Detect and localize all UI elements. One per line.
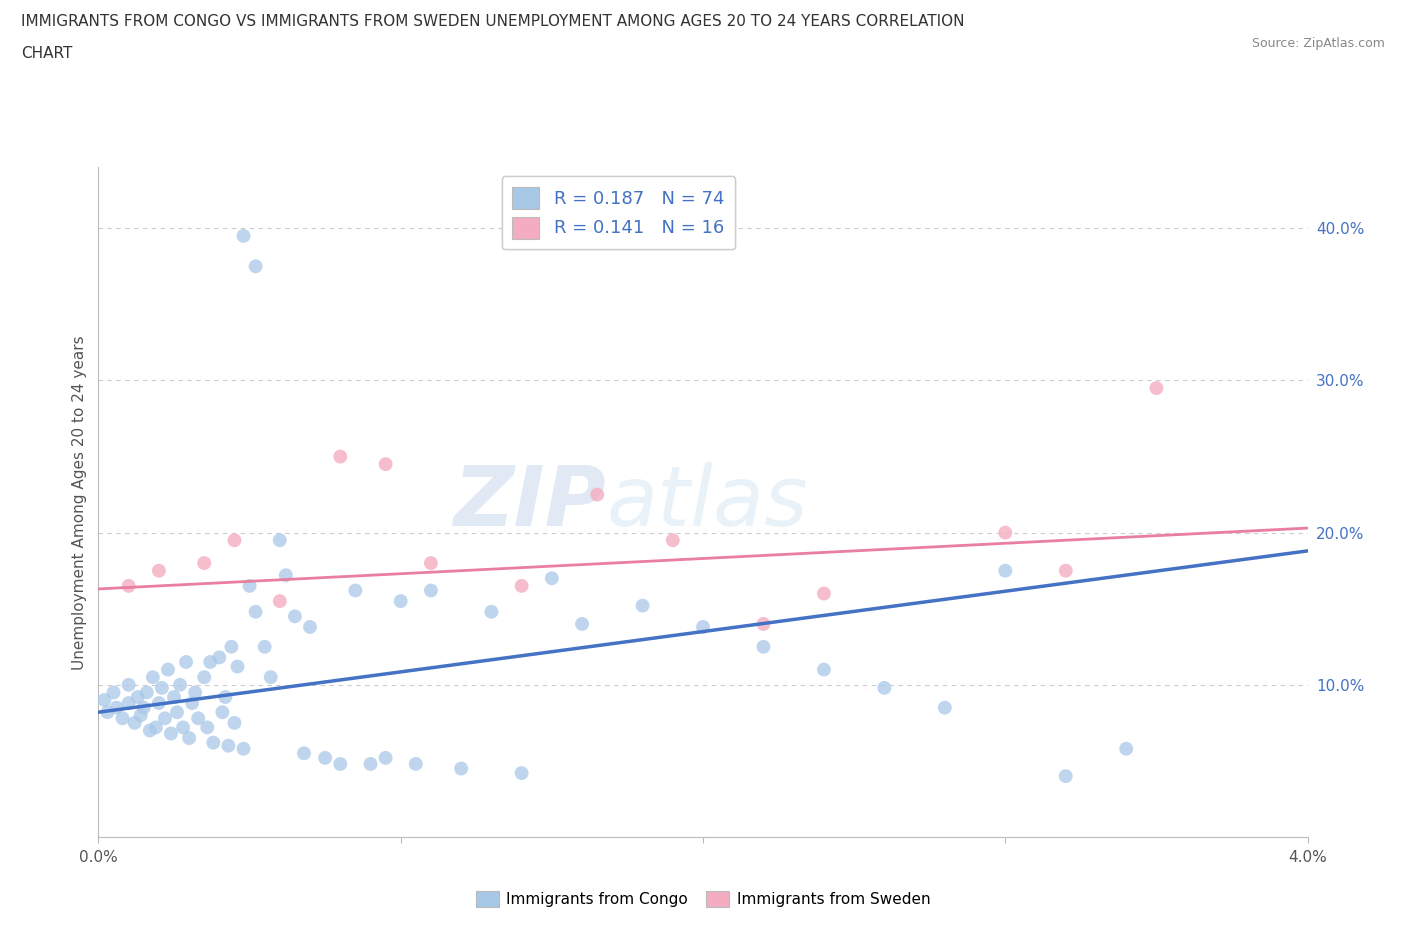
Point	[314, 751, 336, 765]
Point	[202, 736, 225, 751]
Legend: R = 0.187   N = 74, R = 0.141   N = 16: R = 0.187 N = 74, R = 0.141 N = 16	[502, 177, 735, 249]
Y-axis label: Unemployment Among Ages 20 to 24 years: Unemployment Among Ages 20 to 24 years	[72, 335, 87, 670]
Point	[172, 720, 194, 735]
Point	[163, 689, 186, 704]
Point	[103, 685, 125, 700]
Point	[405, 756, 427, 771]
Point	[1146, 380, 1168, 395]
Point	[450, 761, 472, 776]
Text: CHART: CHART	[21, 46, 73, 61]
Point	[139, 723, 162, 737]
Point	[93, 693, 115, 708]
Point	[200, 655, 222, 670]
Point	[344, 583, 367, 598]
Point	[260, 670, 283, 684]
Point	[148, 696, 170, 711]
Point	[239, 578, 262, 593]
Point	[111, 711, 134, 725]
Point	[374, 457, 396, 472]
Point	[221, 639, 243, 654]
Point	[934, 700, 956, 715]
Point	[142, 670, 165, 684]
Point	[217, 738, 239, 753]
Point	[187, 711, 209, 725]
Point	[169, 677, 191, 692]
Point	[299, 619, 322, 634]
Point	[1115, 741, 1137, 756]
Point	[269, 533, 291, 548]
Point	[662, 533, 685, 548]
Point	[994, 525, 1017, 540]
Text: IMMIGRANTS FROM CONGO VS IMMIGRANTS FROM SWEDEN UNEMPLOYMENT AMONG AGES 20 TO 24: IMMIGRANTS FROM CONGO VS IMMIGRANTS FROM…	[21, 14, 965, 29]
Point	[208, 650, 231, 665]
Point	[541, 571, 564, 586]
Point	[510, 765, 533, 780]
Point	[127, 689, 149, 704]
Point	[269, 593, 291, 608]
Point	[420, 555, 443, 570]
Point	[232, 741, 254, 756]
Point	[211, 705, 233, 720]
Point	[692, 619, 714, 634]
Point	[193, 555, 215, 570]
Point	[245, 259, 267, 273]
Point	[156, 662, 179, 677]
Point	[105, 700, 128, 715]
Point	[329, 756, 352, 771]
Point	[184, 685, 207, 700]
Point	[195, 720, 218, 735]
Point	[329, 449, 352, 464]
Point	[752, 617, 775, 631]
Point	[148, 564, 170, 578]
Point	[214, 689, 236, 704]
Point	[193, 670, 215, 684]
Point	[166, 705, 188, 720]
Point	[96, 705, 118, 720]
Point	[224, 715, 246, 730]
Point	[360, 756, 382, 771]
Point	[132, 700, 155, 715]
Point	[181, 696, 204, 711]
Point	[245, 604, 267, 619]
Text: Source: ZipAtlas.com: Source: ZipAtlas.com	[1251, 37, 1385, 50]
Point	[274, 568, 297, 583]
Point	[118, 677, 141, 692]
Point	[118, 696, 141, 711]
Point	[150, 681, 173, 696]
Text: ZIP: ZIP	[454, 461, 606, 543]
Point	[420, 583, 443, 598]
Point	[481, 604, 503, 619]
Point	[510, 578, 533, 593]
Point	[813, 662, 835, 677]
Point	[994, 564, 1017, 578]
Point	[145, 720, 167, 735]
Point	[571, 617, 593, 631]
Point	[135, 685, 157, 700]
Point	[124, 715, 146, 730]
Point	[873, 681, 896, 696]
Point	[1054, 564, 1077, 578]
Point	[129, 708, 152, 723]
Point	[232, 229, 254, 244]
Point	[374, 751, 396, 765]
Point	[153, 711, 176, 725]
Point	[174, 655, 197, 670]
Point	[179, 731, 201, 746]
Point	[226, 659, 249, 674]
Point	[224, 533, 246, 548]
Point	[752, 639, 775, 654]
Legend: Immigrants from Congo, Immigrants from Sweden: Immigrants from Congo, Immigrants from S…	[470, 884, 936, 913]
Point	[284, 609, 307, 624]
Point	[118, 578, 141, 593]
Point	[813, 586, 835, 601]
Text: atlas: atlas	[606, 461, 808, 543]
Point	[586, 487, 609, 502]
Point	[389, 593, 412, 608]
Point	[292, 746, 315, 761]
Point	[631, 598, 654, 613]
Point	[1054, 769, 1077, 784]
Point	[160, 726, 183, 741]
Point	[253, 639, 276, 654]
